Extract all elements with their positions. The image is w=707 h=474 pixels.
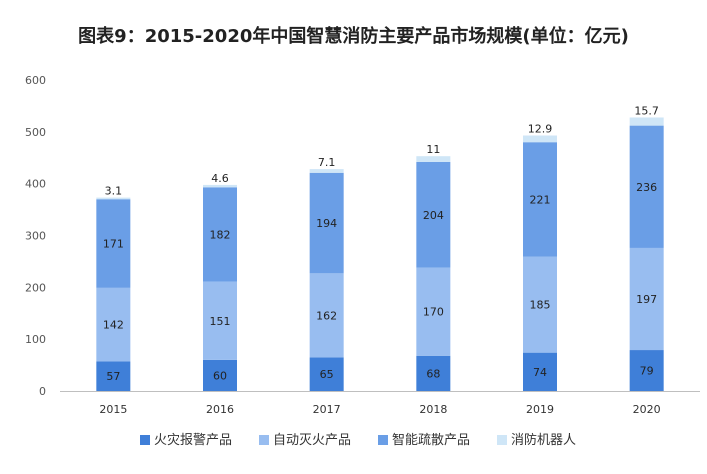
legend-label: 消防机器人 (511, 432, 576, 448)
y-tick-label: 100 (25, 333, 46, 346)
data-label: 4.6 (211, 172, 229, 185)
data-label: 11 (426, 143, 440, 156)
x-tick-label: 2015 (99, 403, 127, 416)
bar-segment (96, 197, 131, 200)
bar-segment (523, 256, 557, 353)
legend-swatch (497, 435, 507, 445)
y-tick-label: 500 (25, 126, 46, 139)
data-label: 15.7 (634, 104, 659, 117)
data-label: 170 (423, 306, 444, 319)
y-tick-label: 0 (39, 385, 46, 398)
data-label: 236 (636, 181, 657, 194)
bar-segment (203, 184, 237, 188)
legend-swatch (140, 435, 150, 445)
bar-segment (629, 350, 664, 391)
y-tick-label: 600 (25, 74, 46, 87)
y-tick-label: 300 (25, 230, 46, 243)
x-tick-label: 2016 (206, 403, 234, 416)
data-label: 3.1 (105, 185, 123, 198)
data-label: 197 (636, 293, 657, 306)
bar-segment (523, 135, 557, 143)
bar-segment (629, 117, 664, 126)
bar-segment (203, 359, 237, 391)
data-label: 194 (316, 217, 337, 230)
chart-title: 图表9：2015-2020年中国智慧消防主要产品市场规模(单位：亿元) (78, 26, 629, 47)
x-tick-label: 2019 (526, 403, 554, 416)
bar-segment (416, 161, 451, 268)
bar-segment (203, 187, 237, 282)
data-label: 171 (103, 238, 124, 251)
data-label: 7.1 (318, 156, 336, 169)
legend-swatch (378, 435, 388, 445)
bar-segment (523, 142, 557, 257)
data-label: 182 (210, 228, 231, 241)
bar-segment (309, 273, 344, 358)
x-tick-label: 2017 (313, 403, 341, 416)
y-tick-label: 200 (25, 281, 46, 294)
data-label: 204 (423, 209, 444, 222)
bar-segment (96, 361, 131, 391)
data-label: 65 (320, 368, 334, 381)
data-label: 142 (103, 319, 124, 332)
bar-segment (96, 199, 131, 288)
data-label: 60 (213, 369, 227, 382)
data-label: 68 (426, 367, 440, 380)
legend-label: 智能疏散产品 (392, 433, 470, 448)
bar-segment (203, 281, 237, 360)
bar-segment (416, 355, 451, 391)
data-label: 151 (210, 315, 231, 328)
bar-segment (416, 156, 451, 162)
data-label: 79 (640, 365, 654, 378)
y-tick-label: 400 (25, 178, 46, 191)
bar-segment (629, 247, 664, 351)
bar-segment (309, 169, 344, 173)
legend-swatch (259, 435, 269, 445)
bar-segment (96, 287, 131, 362)
legend-label: 火灾报警产品 (154, 432, 232, 448)
bar-segment (309, 357, 344, 391)
data-label: 185 (530, 299, 551, 312)
bar-segment (416, 267, 451, 356)
data-label: 74 (533, 366, 547, 379)
bar-segment (309, 172, 344, 274)
x-tick-label: 2020 (633, 403, 661, 416)
x-tick-label: 2018 (419, 403, 447, 416)
data-label: 12.9 (528, 123, 553, 136)
bar-segment (629, 125, 664, 248)
bar-segment (523, 352, 557, 391)
legend-label: 自动灭火产品 (273, 433, 351, 448)
data-label: 162 (316, 309, 337, 322)
data-label: 221 (530, 193, 551, 206)
data-label: 57 (106, 370, 120, 383)
